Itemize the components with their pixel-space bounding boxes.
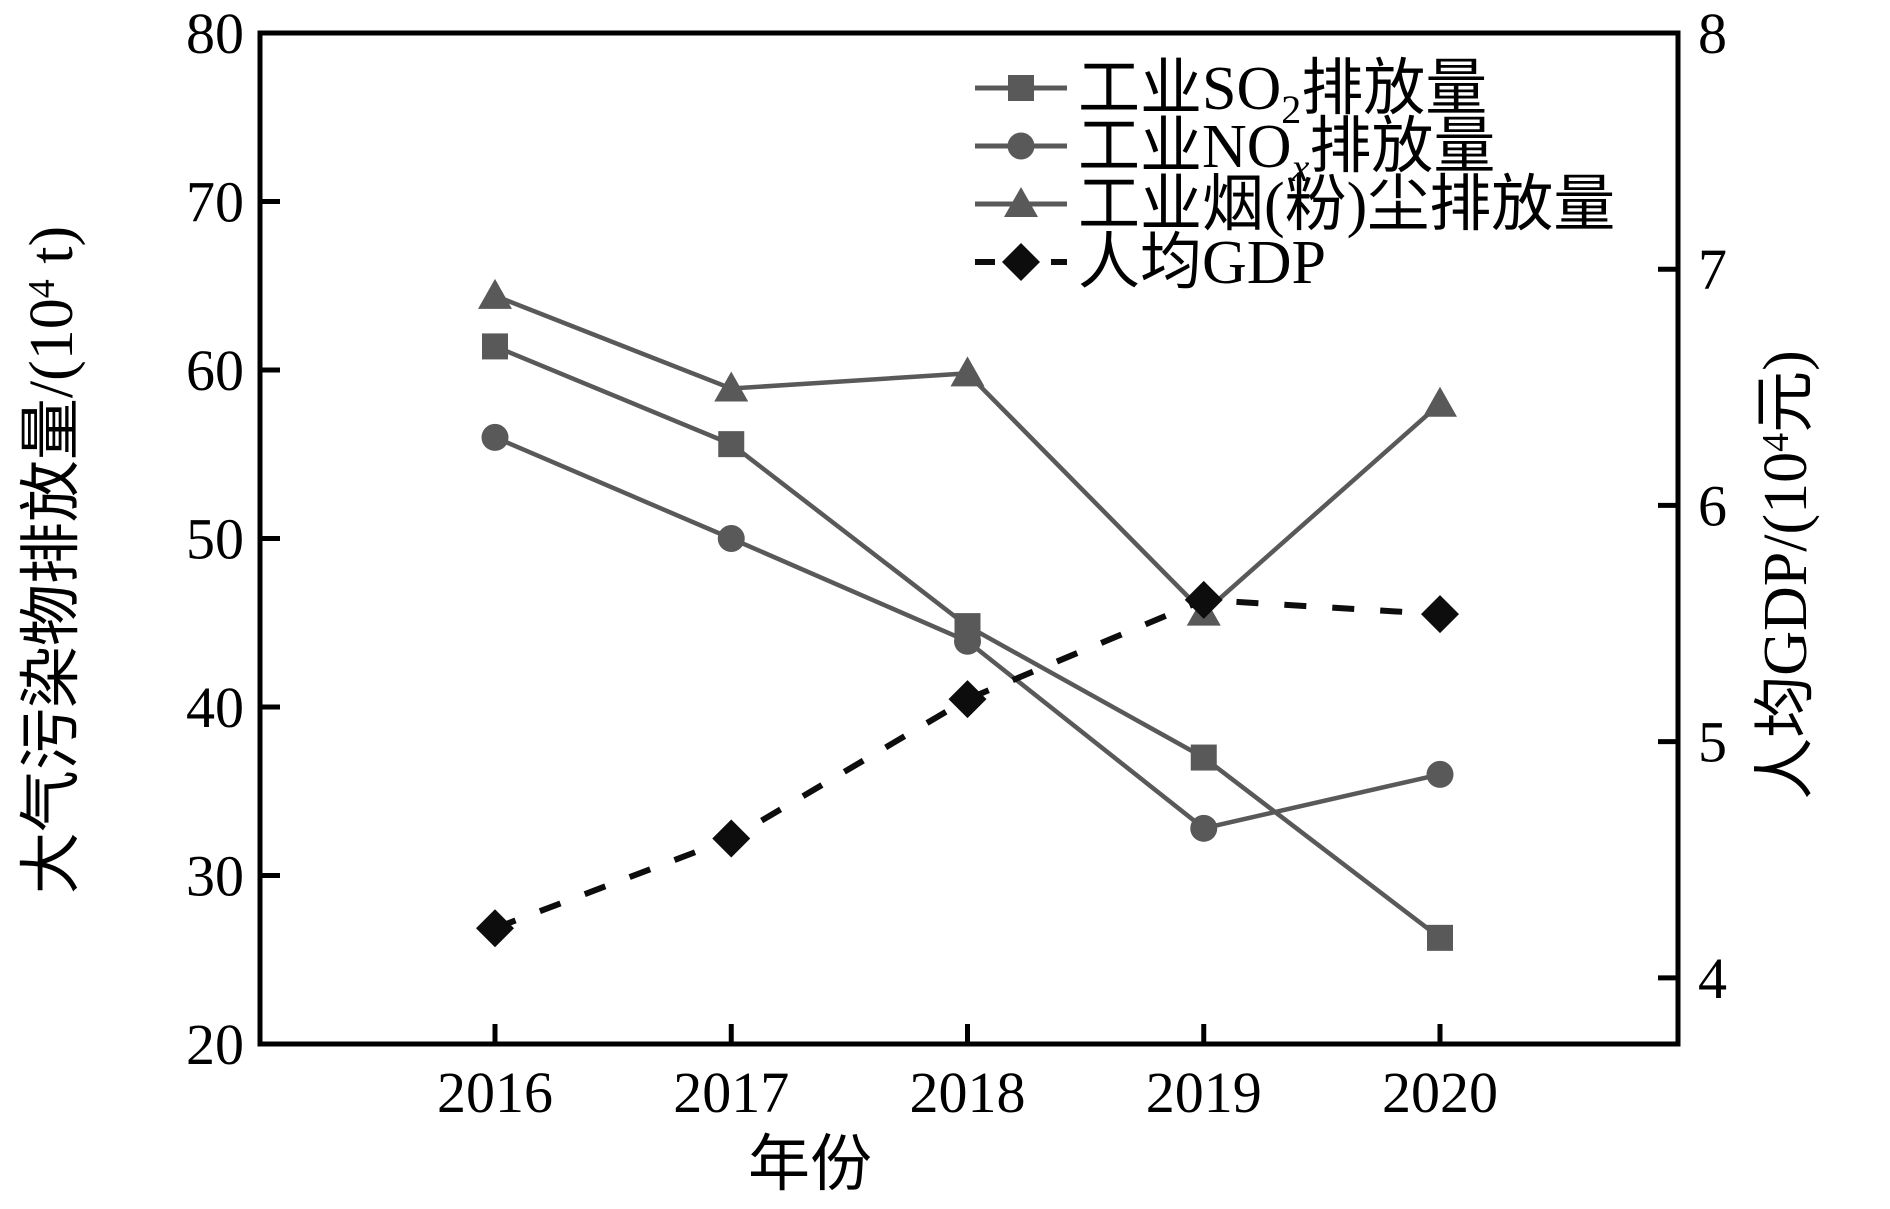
series-2-point-2017 [717,525,745,552]
x-axis-label: 年份 [748,1131,872,1199]
series-2-point-2019 [1190,814,1218,842]
y-axis-label-left-text: 大气污染物排放量/(10 [18,298,86,894]
y-axis-label-right-sup: 4 [1755,433,1797,452]
series-2-point-2018 [954,627,981,655]
legend-label: 工业NOx排放量 [1078,113,1495,190]
y-axis-left-tick-label: 20 [186,1012,244,1077]
series-3-triangle [478,278,1457,626]
series-1-point-2016 [482,333,508,360]
y-axis-right-tick-label: 5 [1698,710,1727,775]
legend-item-circle: 工业NOx排放量 [975,113,1495,190]
series-4-point-2019 [1184,580,1223,619]
y-axis-right-tick-label: 4 [1698,946,1727,1011]
circle-marker-icon [1007,132,1035,160]
y-axis-label-right-text: 人均GDP/(10 [1752,452,1820,800]
y-axis-label-right: 人均GDP/(104元) [1752,350,1820,800]
series-3-point-2016 [478,278,512,309]
y-axis-label-left-unit: t) [18,226,86,279]
series-1-point-2017 [718,431,745,458]
series-line [494,293,1442,616]
series-3-point-2017 [714,371,749,402]
x-axis-tick-label: 2016 [437,1060,553,1125]
y-axis-left-tick-label: 70 [186,170,244,235]
series-2-point-2016 [481,423,509,451]
series-4-point-2017 [712,819,751,858]
series-1-square [482,333,1453,951]
series-3-point-2020 [1423,386,1457,417]
legend-item-triangle: 工业烟(粉)尘排放量 [975,171,1615,239]
y-axis-label-right-unit: 元) [1752,350,1820,433]
chart-dynamic-layer: 20 30 40 50 60 70 80 4 5 6 7 8 2016 2017 2018 2019 2020 工… [186,1,1727,1125]
series-4-point-2020 [1421,595,1459,634]
legend-label: 工业烟(粉)尘排放量 [1078,171,1615,239]
y-axis-left-tick-label: 30 [186,844,244,909]
x-axis-tick-label: 2018 [910,1060,1026,1125]
y-axis-left-tick-label: 50 [186,507,244,572]
y-axis-right-tick-label: 6 [1698,473,1727,538]
y-axis-right-tick-label: 8 [1698,1,1727,66]
x-axis-tick-label: 2019 [1146,1060,1262,1125]
legend-item-diamond: 人均GDP [975,229,1326,297]
series-3-point-2018 [950,356,985,387]
y-axis-label-left: 大气污染物排放量/(104 t) [18,226,86,894]
legend-label: 人均GDP [1078,229,1326,297]
y-axis-right-tick-label: 7 [1698,237,1727,302]
series-4-diamond [476,580,1459,948]
series-2-circle [481,423,1454,842]
x-axis-tick-label: 2020 [1382,1060,1498,1125]
series-2-point-2020 [1426,760,1454,788]
y-axis-left-tick-label: 40 [186,675,244,740]
series-4-point-2018 [948,680,987,719]
series-1-point-2019 [1190,744,1217,771]
x-axis-tick-label: 2017 [673,1060,789,1125]
square-marker-icon [1008,75,1034,101]
series-1-point-2020 [1427,924,1453,951]
y-axis-left-tick-label: 60 [186,338,244,403]
series-4-point-2016 [476,909,514,948]
triangle-marker-icon [1004,187,1038,217]
legend-label: 工业SO2排放量 [1078,55,1487,132]
diamond-marker-icon [1002,243,1040,281]
legend-item-square: 工业SO2排放量 [975,55,1487,132]
y-axis-left-tick-label: 80 [186,1,244,66]
y-axis-label-left-sup: 4 [21,279,63,298]
